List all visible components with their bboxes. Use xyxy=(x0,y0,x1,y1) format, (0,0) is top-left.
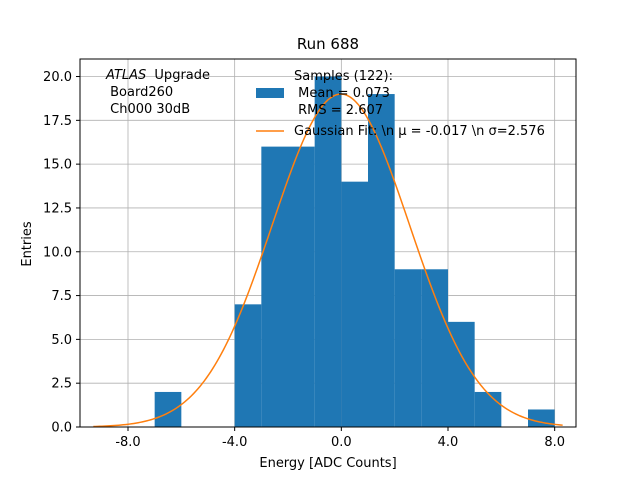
x-axis-label: Energy [ADC Counts] xyxy=(259,456,396,471)
histogram-bar-3 xyxy=(288,146,315,427)
x-tick-label: 4.0 xyxy=(438,435,459,450)
axis-ticks: -8.0 -4.0 0.0 4.0 8.0 0.0 2.5 5.0 7.5 10.0 12.5 15.… xyxy=(43,70,565,450)
y-tick-label: 7.5 xyxy=(51,289,72,304)
y-tick-label: 15.0 xyxy=(43,158,72,173)
histogram-bars xyxy=(154,76,555,428)
y-tick-label: 2.5 xyxy=(51,377,72,392)
legend-fit-label: Gaussian Fit: \n μ = -0.017 \n σ=2.576 xyxy=(294,124,545,139)
gaussian-fit xyxy=(93,93,563,428)
histogram-bar-8 xyxy=(421,269,448,427)
annotation-line-1: Upgrade xyxy=(154,68,210,83)
histogram-bar-0 xyxy=(154,391,182,427)
legend-samples-line-2: Mean = 0.073 xyxy=(294,86,390,101)
legend: Samples (122): Mean = 0.073 RMS = 2.607 … xyxy=(256,69,545,139)
y-tick-label: 20.0 xyxy=(43,70,72,85)
svg-text:ATLAS Upgrade: ATLAS Upgrade xyxy=(105,68,210,83)
histogram-bar-4 xyxy=(314,76,342,428)
histogram-bar-10 xyxy=(474,391,502,427)
x-tick-label: 8.0 xyxy=(544,435,565,450)
atlas-label: ATLAS xyxy=(105,68,146,83)
y-tick-label: 5.0 xyxy=(51,333,72,348)
x-tick-label: 0.0 xyxy=(331,435,352,450)
x-tick-label: -4.0 xyxy=(222,435,247,450)
legend-samples-line-1: Samples (122): xyxy=(294,69,393,84)
histogram-bar-11 xyxy=(528,409,555,427)
histogram-bar-7 xyxy=(394,269,422,427)
y-tick-label: 10.0 xyxy=(43,245,72,260)
gaussian-fit-curve xyxy=(93,93,563,428)
y-tick-label: 17.5 xyxy=(43,114,72,129)
legend-samples-line-3: RMS = 2.607 xyxy=(294,103,383,118)
histogram-bar-6 xyxy=(368,94,395,428)
histogram-bar-5 xyxy=(341,181,368,427)
chart-title: Run 688 xyxy=(297,35,359,53)
y-tick-label: 12.5 xyxy=(43,201,72,216)
annotation-line-3: Ch000 30dB xyxy=(106,102,190,117)
annotation-line-2: Board260 xyxy=(106,85,173,100)
x-tick-label: -8.0 xyxy=(115,435,140,450)
y-axis-label: Entries xyxy=(20,221,35,267)
plot-frame xyxy=(79,58,577,428)
legend-patch-histogram xyxy=(256,88,284,98)
histogram-bar-1 xyxy=(234,304,262,427)
y-tick-label: 0.0 xyxy=(51,421,72,436)
atlas-annotation: ATLAS Upgrade Board260 Ch000 30dB xyxy=(105,68,210,117)
